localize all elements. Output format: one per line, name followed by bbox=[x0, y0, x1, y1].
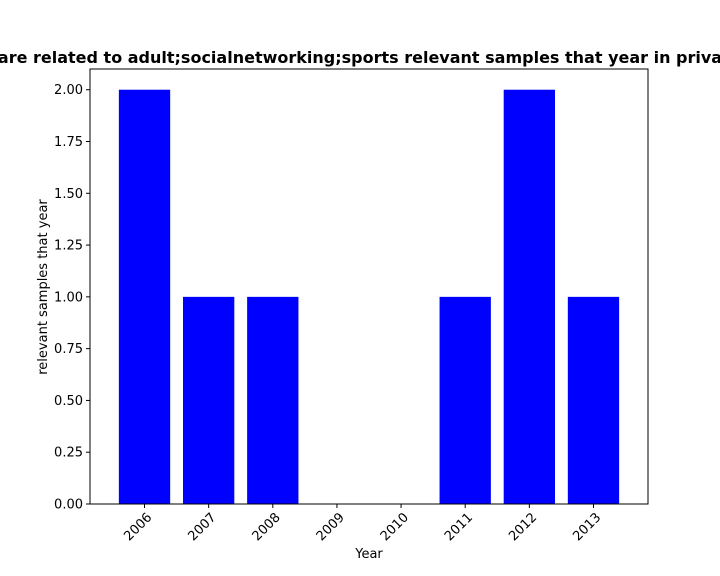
x-tick-label: 2006 bbox=[121, 510, 155, 544]
bar-2013 bbox=[567, 296, 620, 504]
x-axis-label: Year bbox=[354, 547, 383, 562]
bars-group bbox=[118, 89, 620, 504]
y-tick-label: 0.50 bbox=[54, 394, 83, 409]
y-tick-label: 2.00 bbox=[54, 83, 83, 98]
bar-2008 bbox=[247, 296, 299, 504]
y-tick-label: 0.75 bbox=[54, 342, 83, 357]
bar-2011 bbox=[439, 296, 491, 504]
x-tick-label: 2009 bbox=[314, 510, 348, 544]
x-tick-label: 2013 bbox=[570, 510, 604, 544]
x-axis: 2006 2007 2008 2009 2010 2011 2012 2013 bbox=[121, 504, 604, 544]
bar-2006 bbox=[118, 89, 171, 504]
x-tick-label: 2008 bbox=[250, 510, 284, 544]
y-axis: 0.00 0.25 0.50 0.75 1.00 1.25 1.50 1.75 2.00 bbox=[54, 83, 90, 513]
y-tick-label: 1.00 bbox=[54, 290, 83, 305]
y-tick-label: 0.00 bbox=[54, 498, 83, 513]
x-tick-label: 2010 bbox=[378, 510, 412, 544]
bar-2012 bbox=[503, 89, 555, 504]
x-tick-label: 2011 bbox=[442, 510, 476, 544]
y-tick-label: 1.75 bbox=[54, 135, 83, 150]
x-tick-label: 2007 bbox=[185, 510, 219, 544]
plot-frame bbox=[89, 68, 649, 505]
x-tick-label: 2012 bbox=[506, 510, 540, 544]
y-tick-label: 1.25 bbox=[54, 239, 83, 254]
chart-title: are related to adult;socialnetworking;sp… bbox=[0, 48, 720, 67]
y-tick-label: 0.25 bbox=[54, 446, 83, 461]
y-tick-label: 1.50 bbox=[54, 187, 83, 202]
bar-2007 bbox=[183, 296, 235, 504]
y-axis-label: relevant samples that year bbox=[36, 199, 51, 375]
